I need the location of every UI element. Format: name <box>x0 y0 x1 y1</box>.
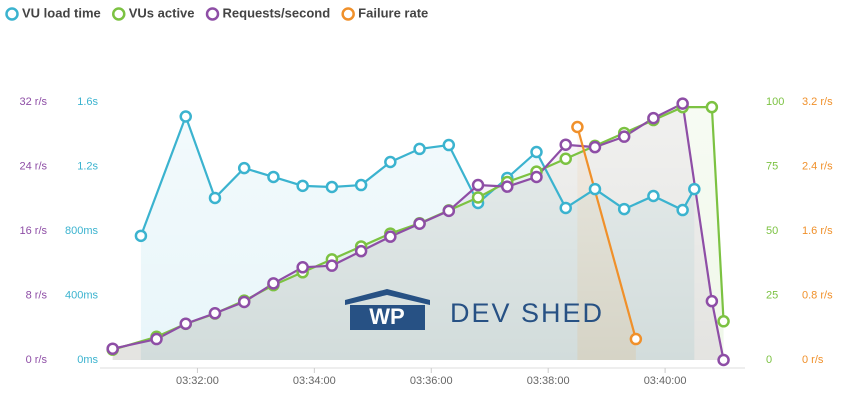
point <box>559 138 572 151</box>
legend-label: VUs active <box>129 5 195 20</box>
point <box>179 317 192 330</box>
point <box>559 152 572 166</box>
point <box>134 229 148 243</box>
y-tick-label: 50 <box>766 225 778 237</box>
point <box>237 161 251 175</box>
y-tick-label: 25 <box>766 289 778 301</box>
point <box>296 261 309 274</box>
point <box>237 295 251 309</box>
x-tick-label: 03:34:00 <box>293 375 336 387</box>
point <box>688 182 701 196</box>
point <box>559 201 572 215</box>
point <box>354 178 368 192</box>
point <box>501 180 514 193</box>
point <box>705 294 719 308</box>
y-tick-label: 75 <box>766 160 778 172</box>
point <box>354 244 368 258</box>
legend-label: VU load time <box>22 5 101 20</box>
y-tick-label: 1.6 r/s <box>802 225 833 237</box>
point <box>717 315 730 328</box>
y-tick-label: 1.6s <box>77 96 98 108</box>
point <box>106 342 119 355</box>
point <box>471 191 485 204</box>
point <box>471 178 485 192</box>
logo-text: DEV SHED <box>450 298 604 328</box>
y-tick-label: 1.2s <box>77 160 98 172</box>
x-tick-label: 03:38:00 <box>527 375 570 387</box>
legend-label: Requests/second <box>223 5 331 20</box>
legend-marker <box>205 7 220 21</box>
point <box>676 97 689 110</box>
point <box>179 110 192 123</box>
y-tick-label: 0 r/s <box>26 354 48 366</box>
y-tick-label: 32 r/s <box>19 96 47 108</box>
point <box>325 259 339 272</box>
y-tick-label: 2.4 r/s <box>802 160 833 172</box>
y-tick-label: 0 <box>766 354 772 366</box>
y-tick-label: 400ms <box>65 289 99 301</box>
point <box>705 100 719 114</box>
logo-mark: WP <box>369 304 404 329</box>
logo-roof <box>345 289 430 305</box>
point <box>442 204 456 218</box>
point <box>629 332 643 346</box>
point <box>588 140 602 154</box>
logo-box <box>350 305 425 330</box>
y-tick-label: 800ms <box>65 225 99 237</box>
y-tick-label: 100 <box>766 96 784 108</box>
y-tick-label: 0 r/s <box>802 354 824 366</box>
x-tick-label: 03:32:00 <box>176 375 219 387</box>
point <box>676 203 689 217</box>
point <box>571 120 584 134</box>
point <box>267 277 280 290</box>
y-tick-label: 24 r/s <box>19 160 47 172</box>
y-tick-label: 3.2 r/s <box>802 96 833 108</box>
point <box>588 182 602 196</box>
legend-marker <box>5 7 19 21</box>
point <box>267 170 280 184</box>
line <box>576 126 637 340</box>
y-tick-label: 0.8 r/s <box>802 289 833 301</box>
point <box>413 142 426 156</box>
point <box>647 189 660 203</box>
point <box>296 179 309 193</box>
point <box>617 130 631 143</box>
point <box>442 138 456 152</box>
legend-label: Failure rate <box>358 5 428 20</box>
point <box>530 170 543 184</box>
point <box>150 332 163 346</box>
x-tick-label: 03:36:00 <box>410 375 453 387</box>
point <box>325 180 339 194</box>
y-tick-label: 0ms <box>77 354 98 366</box>
point <box>413 217 426 230</box>
x-tick-label: 03:40:00 <box>644 375 687 387</box>
point <box>717 353 730 367</box>
point <box>530 145 543 159</box>
legend-marker <box>341 7 355 21</box>
point <box>617 202 631 216</box>
point <box>384 230 397 243</box>
y-tick-label: 8 r/s <box>26 289 48 301</box>
point <box>647 111 660 125</box>
legend-marker <box>112 7 126 21</box>
line <box>112 101 725 361</box>
watermark: WP DEV SHED <box>345 289 604 330</box>
areas <box>100 92 745 361</box>
point <box>208 191 222 205</box>
y-tick-label: 16 r/s <box>19 225 47 237</box>
point <box>384 155 397 169</box>
point <box>208 306 222 320</box>
